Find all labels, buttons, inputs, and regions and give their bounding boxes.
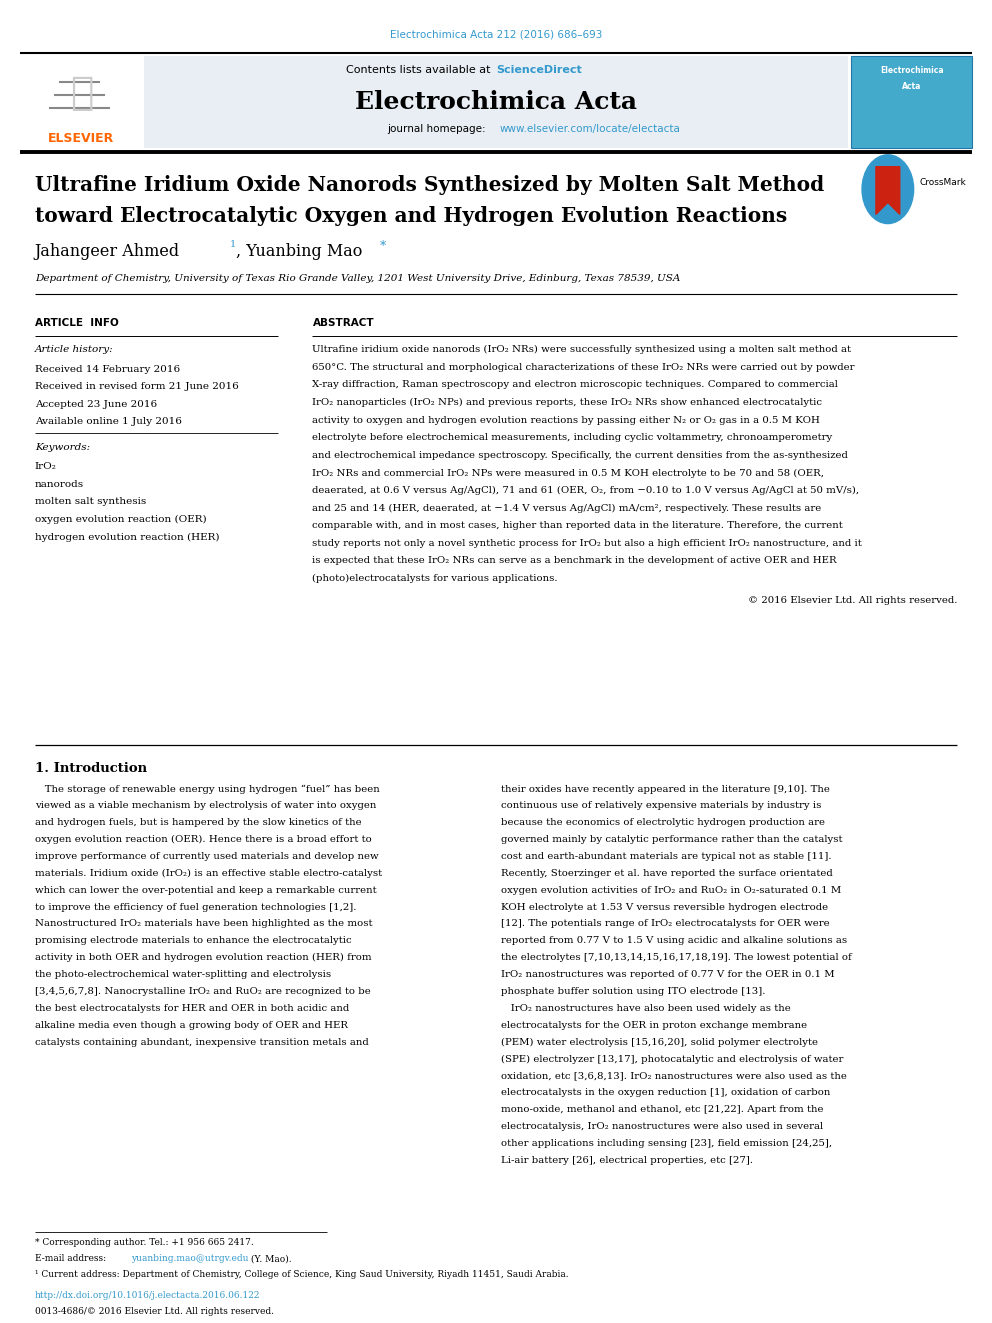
- Text: * Corresponding author. Tel.: +1 956 665 2417.: * Corresponding author. Tel.: +1 956 665…: [35, 1238, 254, 1248]
- Text: oxidation, etc [3,6,8,13]. IrO₂ nanostructures were also used as the: oxidation, etc [3,6,8,13]. IrO₂ nanostru…: [501, 1072, 847, 1081]
- Text: toward Electrocatalytic Oxygen and Hydrogen Evolution Reactions: toward Electrocatalytic Oxygen and Hydro…: [35, 206, 787, 226]
- Text: cost and earth-abundant materials are typical not as stable [11].: cost and earth-abundant materials are ty…: [501, 852, 831, 861]
- Text: nanorods: nanorods: [35, 479, 84, 488]
- Text: other applications including sensing [23], field emission [24,25],: other applications including sensing [23…: [501, 1139, 832, 1148]
- Text: their oxides have recently appeared in the literature [9,10]. The: their oxides have recently appeared in t…: [501, 785, 830, 794]
- Text: journal homepage:: journal homepage:: [387, 124, 492, 135]
- Text: activity to oxygen and hydrogen evolution reactions by passing either N₂ or O₂ g: activity to oxygen and hydrogen evolutio…: [312, 415, 820, 425]
- Text: Recently, Stoerzinger et al. have reported the surface orientated: Recently, Stoerzinger et al. have report…: [501, 869, 832, 878]
- Text: the best electrocatalysts for HER and OER in both acidic and: the best electrocatalysts for HER and OE…: [35, 1004, 349, 1013]
- Text: hydrogen evolution reaction (HER): hydrogen evolution reaction (HER): [35, 533, 219, 542]
- Text: catalysts containing abundant, inexpensive transition metals and: catalysts containing abundant, inexpensi…: [35, 1037, 368, 1046]
- Text: [3,4,5,6,7,8]. Nanocrystalline IrO₂ and RuO₂ are recognized to be: [3,4,5,6,7,8]. Nanocrystalline IrO₂ and …: [35, 987, 370, 996]
- Text: Available online 1 July 2016: Available online 1 July 2016: [35, 417, 182, 426]
- Text: yuanbing.mao@utrgv.edu: yuanbing.mao@utrgv.edu: [131, 1254, 248, 1263]
- Text: Article history:: Article history:: [35, 345, 113, 355]
- Text: ¹ Current address: Department of Chemistry, College of Science, King Saud Univer: ¹ Current address: Department of Chemist…: [35, 1270, 568, 1279]
- Text: the photo-electrochemical water-splitting and electrolysis: the photo-electrochemical water-splittin…: [35, 970, 331, 979]
- Text: Accepted 23 June 2016: Accepted 23 June 2016: [35, 400, 157, 409]
- Text: study reports not only a novel synthetic process for IrO₂ but also a high effici: study reports not only a novel synthetic…: [312, 538, 862, 548]
- Text: , Yuanbing Mao: , Yuanbing Mao: [236, 243, 362, 261]
- Text: activity in both OER and hydrogen evolution reaction (HER) from: activity in both OER and hydrogen evolut…: [35, 953, 371, 962]
- Text: [12]. The potentials range of IrO₂ electrocatalysts for OER were: [12]. The potentials range of IrO₂ elect…: [501, 919, 829, 929]
- Text: mono-oxide, methanol and ethanol, etc [21,22]. Apart from the: mono-oxide, methanol and ethanol, etc [2…: [501, 1105, 823, 1114]
- Text: viewed as a viable mechanism by electrolysis of water into oxygen: viewed as a viable mechanism by electrol…: [35, 802, 376, 811]
- Text: (Y. Mao).: (Y. Mao).: [248, 1254, 292, 1263]
- Text: materials. Iridium oxide (IrO₂) is an effective stable electro-catalyst: materials. Iridium oxide (IrO₂) is an ef…: [35, 869, 382, 878]
- Text: © 2016 Elsevier Ltd. All rights reserved.: © 2016 Elsevier Ltd. All rights reserved…: [748, 595, 957, 605]
- Text: ScienceDirect: ScienceDirect: [496, 65, 581, 75]
- Text: Acta: Acta: [902, 82, 922, 91]
- Text: Electrochimica: Electrochimica: [880, 66, 943, 75]
- FancyBboxPatch shape: [851, 56, 972, 148]
- FancyBboxPatch shape: [144, 56, 848, 148]
- Text: (SPE) electrolyzer [13,17], photocatalytic and electrolysis of water: (SPE) electrolyzer [13,17], photocatalyt…: [501, 1054, 843, 1064]
- Text: oxygen evolution reaction (OER): oxygen evolution reaction (OER): [35, 515, 206, 524]
- Text: E-mail address:: E-mail address:: [35, 1254, 109, 1263]
- Text: *: *: [380, 239, 386, 253]
- Text: electrocatalysis, IrO₂ nanostructures were also used in several: electrocatalysis, IrO₂ nanostructures we…: [501, 1122, 823, 1131]
- Text: is expected that these IrO₂ NRs can serve as a benchmark in the development of a: is expected that these IrO₂ NRs can serv…: [312, 557, 837, 565]
- Text: promising electrode materials to enhance the electrocatalytic: promising electrode materials to enhance…: [35, 937, 351, 946]
- Text: (photo)electrocatalysts for various applications.: (photo)electrocatalysts for various appl…: [312, 574, 558, 583]
- Text: deaerated, at 0.6 V versus Ag/AgCl), 71 and 61 (OER, O₂, from −0.10 to 1.0 V ver: deaerated, at 0.6 V versus Ag/AgCl), 71 …: [312, 486, 860, 495]
- Text: Jahangeer Ahmed: Jahangeer Ahmed: [35, 243, 180, 261]
- Polygon shape: [876, 167, 900, 214]
- Text: Contents lists available at: Contents lists available at: [346, 65, 494, 75]
- Text: Ultrafine Iridium Oxide Nanorods Synthesized by Molten Salt Method: Ultrafine Iridium Oxide Nanorods Synthes…: [35, 175, 824, 194]
- Text: electrolyte before electrochemical measurements, including cyclic voltammetry, c: electrolyte before electrochemical measu…: [312, 433, 832, 442]
- Text: Ultrafine iridium oxide nanorods (IrO₂ NRs) were successfully synthesized using : Ultrafine iridium oxide nanorods (IrO₂ N…: [312, 345, 851, 355]
- Text: Department of Chemistry, University of Texas Rio Grande Valley, 1201 West Univer: Department of Chemistry, University of T…: [35, 274, 681, 283]
- Text: ARTICLE  INFO: ARTICLE INFO: [35, 318, 118, 328]
- Text: Received 14 February 2016: Received 14 February 2016: [35, 365, 180, 374]
- Text: ELSEVIER: ELSEVIER: [49, 132, 114, 146]
- Text: Electrochimica Acta: Electrochimica Acta: [355, 90, 637, 114]
- Text: IrO₂ nanostructures was reported of 0.77 V for the OER in 0.1 M: IrO₂ nanostructures was reported of 0.77…: [501, 970, 834, 979]
- Text: to improve the efficiency of fuel generation technologies [1,2].: to improve the efficiency of fuel genera…: [35, 902, 356, 912]
- Text: ABSTRACT: ABSTRACT: [312, 318, 374, 328]
- Text: The storage of renewable energy using hydrogen “fuel” has been: The storage of renewable energy using hy…: [35, 785, 380, 794]
- Text: phosphate buffer solution using ITO electrode [13].: phosphate buffer solution using ITO elec…: [501, 987, 766, 996]
- Text: X-ray diffraction, Raman spectroscopy and electron microscopic techniques. Compa: X-ray diffraction, Raman spectroscopy an…: [312, 381, 838, 389]
- Circle shape: [862, 155, 914, 224]
- Text: comparable with, and in most cases, higher than reported data in the literature.: comparable with, and in most cases, high…: [312, 521, 843, 531]
- Text: Nanostructured IrO₂ materials have been highlighted as the most: Nanostructured IrO₂ materials have been …: [35, 919, 372, 929]
- Text: Keywords:: Keywords:: [35, 443, 90, 452]
- Text: 650°C. The structural and morphological characterizations of these IrO₂ NRs were: 650°C. The structural and morphological …: [312, 363, 855, 372]
- Text: electrocatalysts in the oxygen reduction [1], oxidation of carbon: electrocatalysts in the oxygen reduction…: [501, 1088, 830, 1097]
- Text: IrO₂ NRs and commercial IrO₂ NPs were measured in 0.5 M KOH electrolyte to be 70: IrO₂ NRs and commercial IrO₂ NPs were me…: [312, 468, 824, 478]
- Text: oxygen evolution activities of IrO₂ and RuO₂ in O₂-saturated 0.1 M: oxygen evolution activities of IrO₂ and …: [501, 886, 841, 894]
- Text: reported from 0.77 V to 1.5 V using acidic and alkaline solutions as: reported from 0.77 V to 1.5 V using acid…: [501, 937, 847, 946]
- Text: IrO₂ nanostructures have also been used widely as the: IrO₂ nanostructures have also been used …: [501, 1004, 791, 1013]
- Text: and hydrogen fuels, but is hampered by the slow kinetics of the: and hydrogen fuels, but is hampered by t…: [35, 818, 361, 827]
- Text: electrocatalysts for the OER in proton exchange membrane: electrocatalysts for the OER in proton e…: [501, 1020, 807, 1029]
- Text: governed mainly by catalytic performance rather than the catalyst: governed mainly by catalytic performance…: [501, 835, 842, 844]
- Text: (PEM) water electrolysis [15,16,20], solid polymer electrolyte: (PEM) water electrolysis [15,16,20], sol…: [501, 1037, 818, 1046]
- Text: improve performance of currently used materials and develop new: improve performance of currently used ma…: [35, 852, 378, 861]
- Text: and 25 and 14 (HER, deaerated, at −1.4 V versus Ag/AgCl) mA/cm², respectively. T: and 25 and 14 (HER, deaerated, at −1.4 V…: [312, 504, 821, 513]
- Text: IrO₂: IrO₂: [35, 462, 57, 471]
- Text: Li-air battery [26], electrical properties, etc [27].: Li-air battery [26], electrical properti…: [501, 1156, 753, 1164]
- Text: the electrolytes [7,10,13,14,15,16,17,18,19]. The lowest potential of: the electrolytes [7,10,13,14,15,16,17,18…: [501, 953, 852, 962]
- Text: continuous use of relatively expensive materials by industry is: continuous use of relatively expensive m…: [501, 802, 821, 811]
- Text: which can lower the over-potential and keep a remarkable current: which can lower the over-potential and k…: [35, 886, 376, 894]
- Text: CrossMark: CrossMark: [920, 179, 966, 187]
- Text: ⬛: ⬛: [69, 74, 93, 112]
- Text: alkaline media even though a growing body of OER and HER: alkaline media even though a growing bod…: [35, 1020, 348, 1029]
- Text: IrO₂ nanoparticles (IrO₂ NPs) and previous reports, these IrO₂ NRs show enhanced: IrO₂ nanoparticles (IrO₂ NPs) and previo…: [312, 398, 822, 407]
- Text: and electrochemical impedance spectroscopy. Specifically, the current densities : and electrochemical impedance spectrosco…: [312, 451, 848, 460]
- Text: Received in revised form 21 June 2016: Received in revised form 21 June 2016: [35, 382, 238, 392]
- Text: 0013-4686/© 2016 Elsevier Ltd. All rights reserved.: 0013-4686/© 2016 Elsevier Ltd. All right…: [35, 1307, 274, 1316]
- Text: KOH electrolyte at 1.53 V versus reversible hydrogen electrode: KOH electrolyte at 1.53 V versus reversi…: [501, 902, 828, 912]
- Text: 1. Introduction: 1. Introduction: [35, 762, 147, 775]
- Text: www.elsevier.com/locate/electacta: www.elsevier.com/locate/electacta: [500, 124, 681, 135]
- Text: 1: 1: [230, 239, 236, 249]
- Text: molten salt synthesis: molten salt synthesis: [35, 497, 146, 507]
- Text: Electrochimica Acta 212 (2016) 686–693: Electrochimica Acta 212 (2016) 686–693: [390, 29, 602, 40]
- Text: http://dx.doi.org/10.1016/j.electacta.2016.06.122: http://dx.doi.org/10.1016/j.electacta.20…: [35, 1291, 260, 1301]
- Text: because the economics of electrolytic hydrogen production are: because the economics of electrolytic hy…: [501, 818, 825, 827]
- Text: oxygen evolution reaction (OER). Hence there is a broad effort to: oxygen evolution reaction (OER). Hence t…: [35, 835, 371, 844]
